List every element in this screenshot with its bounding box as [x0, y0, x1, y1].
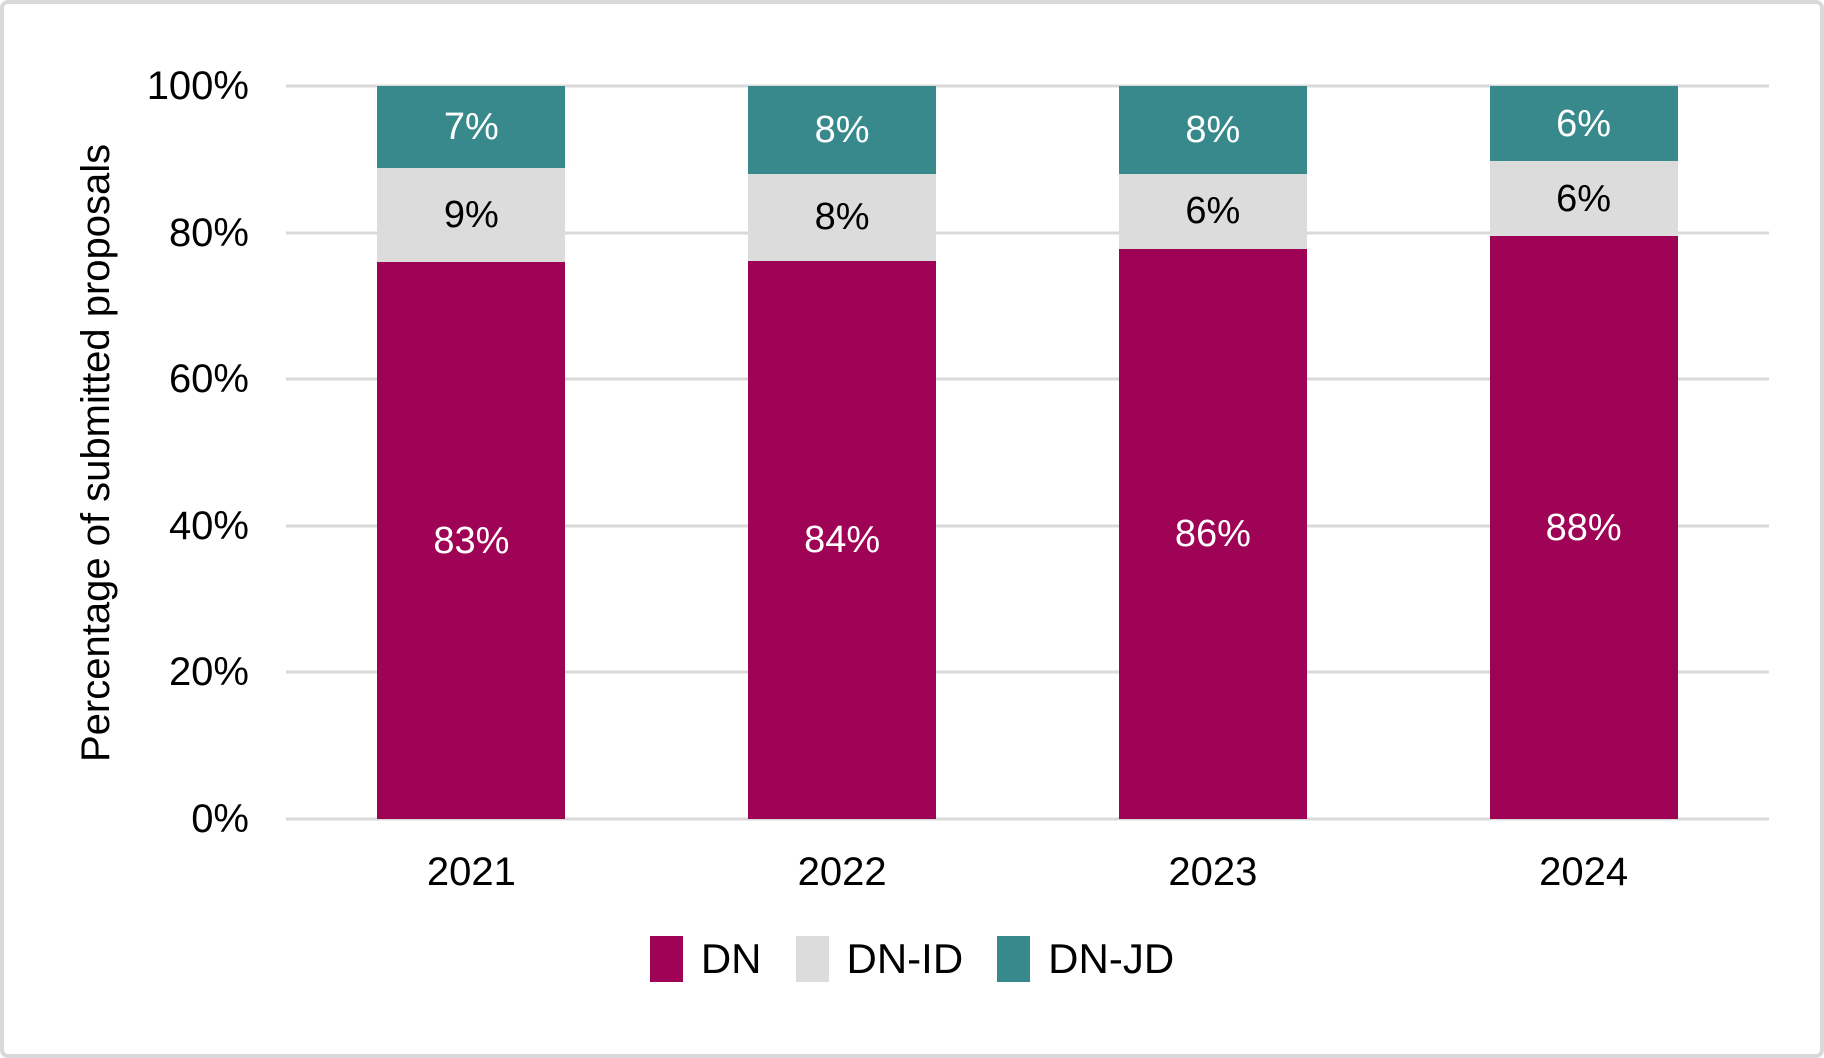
legend-item-DN-JD: DN-JD — [997, 936, 1174, 982]
segment-value-label: 6% — [1556, 177, 1612, 220]
gridline — [286, 84, 1769, 88]
bars-group: 83% 9% 7% 84% 8% 8% 86% 6% 8% 88% 6% 6% — [286, 86, 1769, 819]
bar-segment-DN-2022: 84% — [748, 261, 937, 819]
bar-segment-DN-ID-2021: 9% — [377, 167, 566, 263]
y-tick-label: 0% — [191, 797, 249, 841]
bar-slot-2024: 88% 6% 6% — [1398, 86, 1769, 819]
segment-value-label: 88% — [1545, 506, 1622, 549]
bar-slot-2023: 86% 6% 8% — [1028, 86, 1399, 819]
y-tick-label: 40% — [168, 503, 249, 548]
y-tick-label: 100% — [146, 64, 249, 108]
stacked-bar-2023: 86% 6% 8% — [1118, 86, 1307, 819]
x-axis-label-2023: 2023 — [1168, 850, 1258, 894]
legend-swatch-icon — [795, 936, 829, 982]
legend-label: DN-ID — [846, 935, 964, 982]
gridline — [286, 377, 1769, 381]
x-axis-labels: 2021 2022 2023 2024 — [286, 844, 1769, 900]
segment-value-label: 6% — [1185, 190, 1241, 233]
segment-value-label: 86% — [1174, 512, 1251, 555]
segment-value-label: 7% — [443, 105, 499, 148]
bar-slot-2022: 84% 8% 8% — [657, 86, 1028, 819]
segment-value-label: 83% — [433, 519, 510, 562]
plot-area: 83% 9% 7% 84% 8% 8% 86% 6% 8% 88% 6% 6% — [286, 84, 1769, 821]
gridline — [286, 524, 1769, 528]
legend-label: DN — [700, 935, 762, 982]
bar-segment-DN-JD-2023: 8% — [1118, 86, 1307, 174]
bar-segment-DN-JD-2024: 6% — [1489, 86, 1678, 162]
legend-item-DN: DN — [649, 935, 762, 982]
x-axis-label-2024: 2024 — [1539, 850, 1629, 894]
segment-value-label: 8% — [814, 196, 870, 239]
bar-segment-DN-JD-2022: 8% — [748, 86, 937, 174]
y-axis-ticks: 0% 20% 40% 60% 80% 100% — [4, 66, 249, 839]
gridline — [286, 231, 1769, 235]
y-tick-label: 60% — [168, 357, 249, 402]
stacked-bar-2021: 83% 9% 7% — [377, 86, 566, 819]
segment-value-label: 9% — [443, 193, 499, 236]
gridline — [286, 670, 1769, 674]
bar-slot-2021: 83% 9% 7% — [286, 86, 657, 819]
stacked-bar-2024: 88% 6% 6% — [1489, 86, 1678, 819]
legend-swatch-icon — [649, 936, 683, 982]
legend: DN DN-ID DN-JD — [4, 936, 1820, 982]
bar-segment-DN-2024: 88% — [1489, 236, 1678, 819]
segment-value-label: 8% — [1185, 108, 1241, 151]
bar-segment-DN-2021: 83% — [377, 262, 566, 819]
x-axis-label-2022: 2022 — [797, 850, 887, 894]
legend-swatch-icon — [997, 936, 1031, 982]
legend-label: DN-JD — [1048, 935, 1175, 982]
bar-segment-DN-JD-2021: 7% — [377, 86, 566, 168]
y-tick-label: 20% — [168, 650, 249, 695]
bar-segment-DN-ID-2023: 6% — [1118, 173, 1307, 249]
segment-value-label: 8% — [814, 108, 870, 151]
legend-item-DN-ID: DN-ID — [795, 935, 964, 982]
gridline — [286, 817, 1769, 821]
bar-segment-DN-ID-2024: 6% — [1489, 161, 1678, 237]
x-axis-label-2021: 2021 — [426, 850, 516, 894]
y-tick-label: 80% — [168, 210, 249, 255]
stacked-bar-2022: 84% 8% 8% — [748, 86, 937, 819]
segment-value-label: 84% — [804, 519, 881, 562]
segment-value-label: 6% — [1556, 102, 1612, 145]
bar-segment-DN-ID-2022: 8% — [748, 173, 937, 262]
bar-segment-DN-2023: 86% — [1118, 248, 1307, 819]
